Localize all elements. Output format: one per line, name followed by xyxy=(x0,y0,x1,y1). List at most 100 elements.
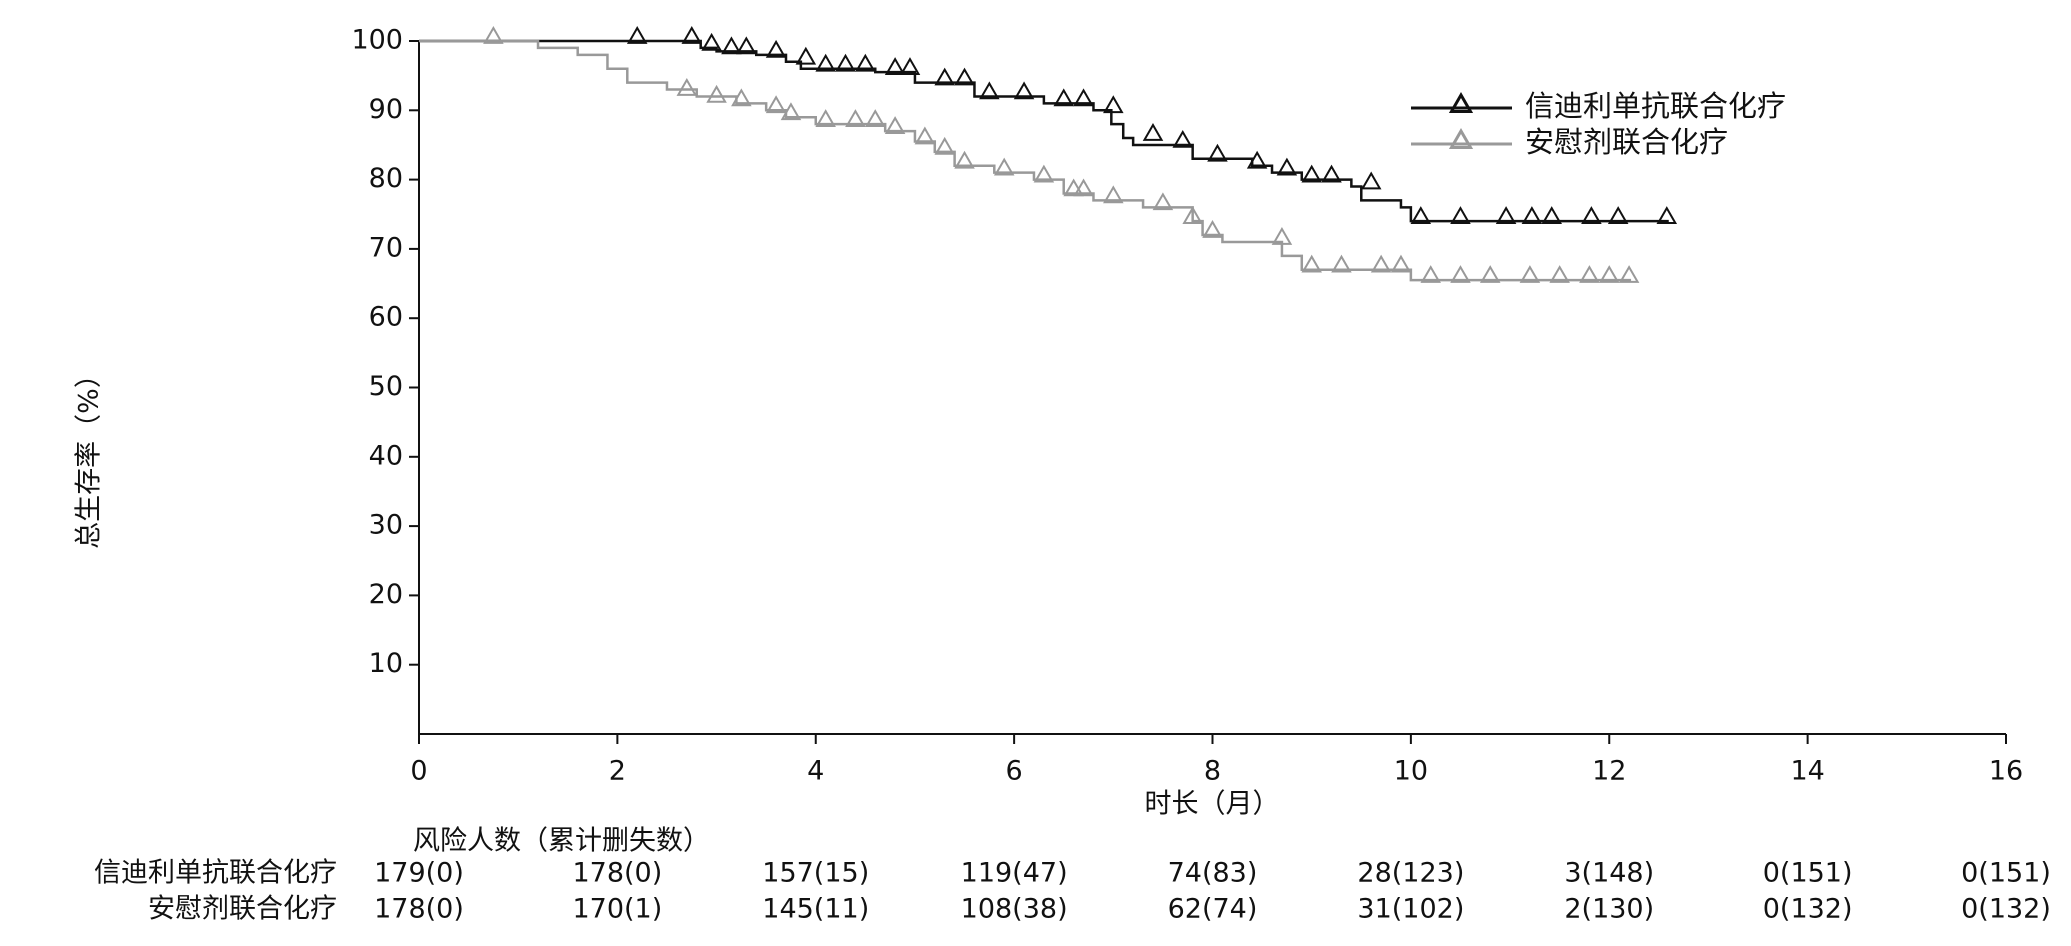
x-tick-label: 6 xyxy=(1006,756,1023,787)
risk-count: 145(11) xyxy=(762,894,869,925)
legend-marker xyxy=(1448,91,1474,113)
censor-mark xyxy=(815,109,836,128)
censor-mark xyxy=(1521,206,1543,225)
y-tick-label: 20 xyxy=(369,579,403,610)
censor-mark xyxy=(1360,171,1382,190)
x-axis-label: 时长（月） xyxy=(1145,789,1280,820)
censor-mark xyxy=(765,95,787,114)
y-tick-label: 30 xyxy=(369,510,403,541)
censor-mark xyxy=(914,126,936,145)
risk-count: 170(1) xyxy=(572,894,662,925)
censor-mark xyxy=(1276,157,1298,176)
censor-mark xyxy=(1033,164,1055,183)
y-tick-label: 100 xyxy=(351,25,403,56)
risk-count: 179(0) xyxy=(374,858,464,889)
censor-mark xyxy=(706,84,727,103)
y-tick-label: 10 xyxy=(369,648,403,679)
censor-mark xyxy=(993,157,1015,176)
censor-mark xyxy=(1479,265,1501,283)
censor-mark xyxy=(626,25,648,44)
censor-mark xyxy=(1103,95,1124,114)
legend-marker xyxy=(1448,127,1474,149)
censor-mark xyxy=(1390,254,1412,273)
risk-count: 28(123) xyxy=(1357,858,1464,889)
censor-mark xyxy=(835,53,856,72)
censor-mark xyxy=(1370,254,1392,273)
censor-mark xyxy=(864,109,886,128)
censor-mark xyxy=(884,57,906,76)
censor-mark xyxy=(1301,254,1322,273)
x-tick-label: 10 xyxy=(1394,756,1428,787)
censor-mark xyxy=(815,53,836,72)
risk-count: 178(0) xyxy=(374,894,464,925)
censor-mark xyxy=(934,136,955,155)
censor-mark xyxy=(845,109,866,128)
censor-mark xyxy=(979,81,1000,100)
censor-mark xyxy=(1103,185,1124,204)
censor-mark xyxy=(681,25,703,44)
censor-mark xyxy=(736,36,757,55)
censor-mark xyxy=(1450,206,1471,225)
x-tick-label: 4 xyxy=(807,756,824,787)
risk-count: 62(74) xyxy=(1168,894,1258,925)
risk-count: 178(0) xyxy=(572,858,662,889)
censor-mark xyxy=(934,67,955,86)
risk-table-title: 风险人数（累计删失数） xyxy=(413,826,710,857)
censor-mark xyxy=(1073,178,1094,197)
censor-mark xyxy=(1579,265,1600,283)
censor-mark xyxy=(1420,265,1441,283)
censor-mark xyxy=(1063,178,1084,197)
y-tick-label: 70 xyxy=(369,232,403,263)
censor-mark xyxy=(1607,206,1629,225)
risk-count: 2(130) xyxy=(1564,894,1654,925)
censor-mark xyxy=(1410,206,1432,225)
censor-mark xyxy=(1172,129,1194,148)
censor-mark xyxy=(1301,164,1322,183)
censor-mark xyxy=(899,57,921,76)
risk-count: 3(148) xyxy=(1564,858,1654,889)
x-tick-label: 2 xyxy=(609,756,626,787)
censor-mark xyxy=(1541,206,1563,225)
y-tick-label: 60 xyxy=(369,302,403,333)
legend-label: 安慰剂联合化疗 xyxy=(1525,125,1728,159)
risk-count: 119(47) xyxy=(961,858,1068,889)
censor-mark xyxy=(1618,265,1640,283)
censor-mark xyxy=(1152,192,1174,211)
censor-mark xyxy=(1207,143,1228,162)
risk-count: 108(38) xyxy=(961,894,1068,925)
legend-label: 信迪利单抗联合化疗 xyxy=(1525,89,1786,123)
risk-count: 0(151) xyxy=(1763,858,1853,889)
censor-mark xyxy=(1073,88,1094,107)
censor-mark xyxy=(1202,220,1223,238)
censor-mark xyxy=(676,77,698,96)
risk-count: 31(102) xyxy=(1357,894,1464,925)
censor-mark xyxy=(954,67,975,86)
censor-mark xyxy=(954,150,975,169)
x-tick-label: 12 xyxy=(1592,756,1626,787)
risk-row-name: 安慰剂联合化疗 xyxy=(148,894,337,925)
y-tick-label: 40 xyxy=(369,440,403,471)
y-axis-label: 总生存率（%） xyxy=(74,361,105,549)
censor-mark xyxy=(1142,123,1164,141)
censor-mark xyxy=(1271,226,1293,245)
censor-mark xyxy=(765,39,787,58)
risk-count: 0(132) xyxy=(1961,894,2051,925)
censor-mark xyxy=(1331,254,1352,273)
censor-mark xyxy=(1598,265,1620,283)
x-tick-label: 0 xyxy=(410,756,427,787)
censor-mark xyxy=(884,116,906,134)
risk-count: 157(15) xyxy=(762,858,869,889)
risk-count: 74(83) xyxy=(1168,858,1258,889)
censor-mark xyxy=(721,36,742,55)
x-tick-label: 14 xyxy=(1790,756,1824,787)
risk-count: 0(151) xyxy=(1961,858,2051,889)
survival-curve xyxy=(419,39,1669,223)
censor-mark xyxy=(1581,206,1602,225)
censor-mark xyxy=(795,46,817,65)
x-tick-label: 8 xyxy=(1204,756,1221,787)
censor-mark xyxy=(1013,81,1035,100)
y-tick-label: 90 xyxy=(369,94,403,125)
y-tick-label: 50 xyxy=(369,371,403,402)
survival-curve xyxy=(419,39,1632,282)
